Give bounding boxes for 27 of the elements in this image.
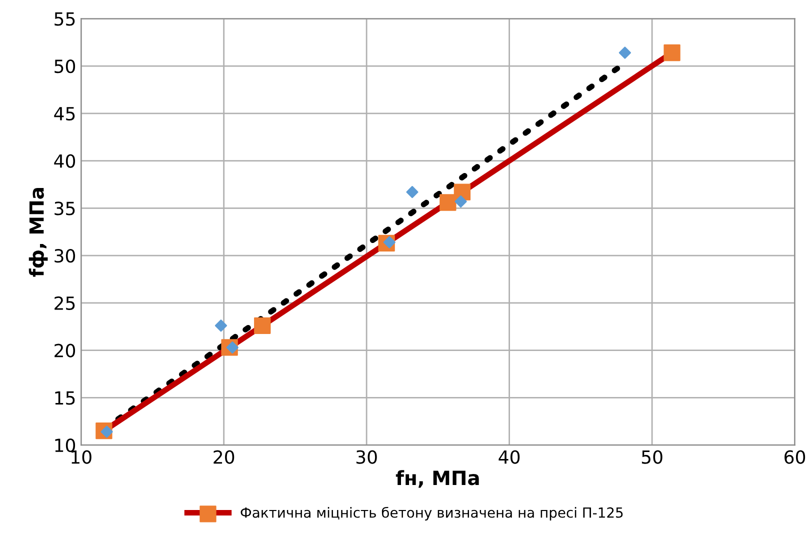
y-tick-label: 20 bbox=[54, 344, 76, 358]
y-tick-label: 15 bbox=[55, 391, 75, 405]
point bbox=[214, 320, 228, 332]
y-tick-label: 45 bbox=[54, 107, 75, 121]
y-tick-label: 40 bbox=[54, 154, 76, 168]
point bbox=[254, 317, 271, 334]
y-tick-label: 30 bbox=[54, 249, 76, 263]
x-tick-label: 10 bbox=[72, 450, 92, 464]
y-tick-label: 35 bbox=[54, 202, 75, 216]
x-tick-label: 60 bbox=[784, 450, 806, 464]
point bbox=[440, 194, 456, 211]
y-tick-label: 25 bbox=[54, 296, 75, 310]
y-tick-label: 55 bbox=[54, 12, 75, 26]
point bbox=[664, 44, 680, 62]
x-axis-title: fн, МПа bbox=[396, 470, 479, 488]
x-tick-label: 50 bbox=[642, 450, 662, 464]
point bbox=[454, 195, 467, 208]
y-tick-label: 10 bbox=[55, 438, 76, 452]
y-tick-label: 50 bbox=[54, 59, 76, 74]
point bbox=[406, 186, 418, 198]
x-tick-label: 30 bbox=[356, 450, 377, 464]
y-axis-title: fф, МПа bbox=[28, 188, 48, 277]
point bbox=[454, 184, 471, 200]
x-tick-label: 20 bbox=[214, 450, 234, 464]
point bbox=[618, 46, 631, 59]
legend-label: Фактична міцність бетону визначена на пресі П-125 bbox=[240, 506, 623, 520]
x-tick-label: 40 bbox=[498, 450, 520, 464]
